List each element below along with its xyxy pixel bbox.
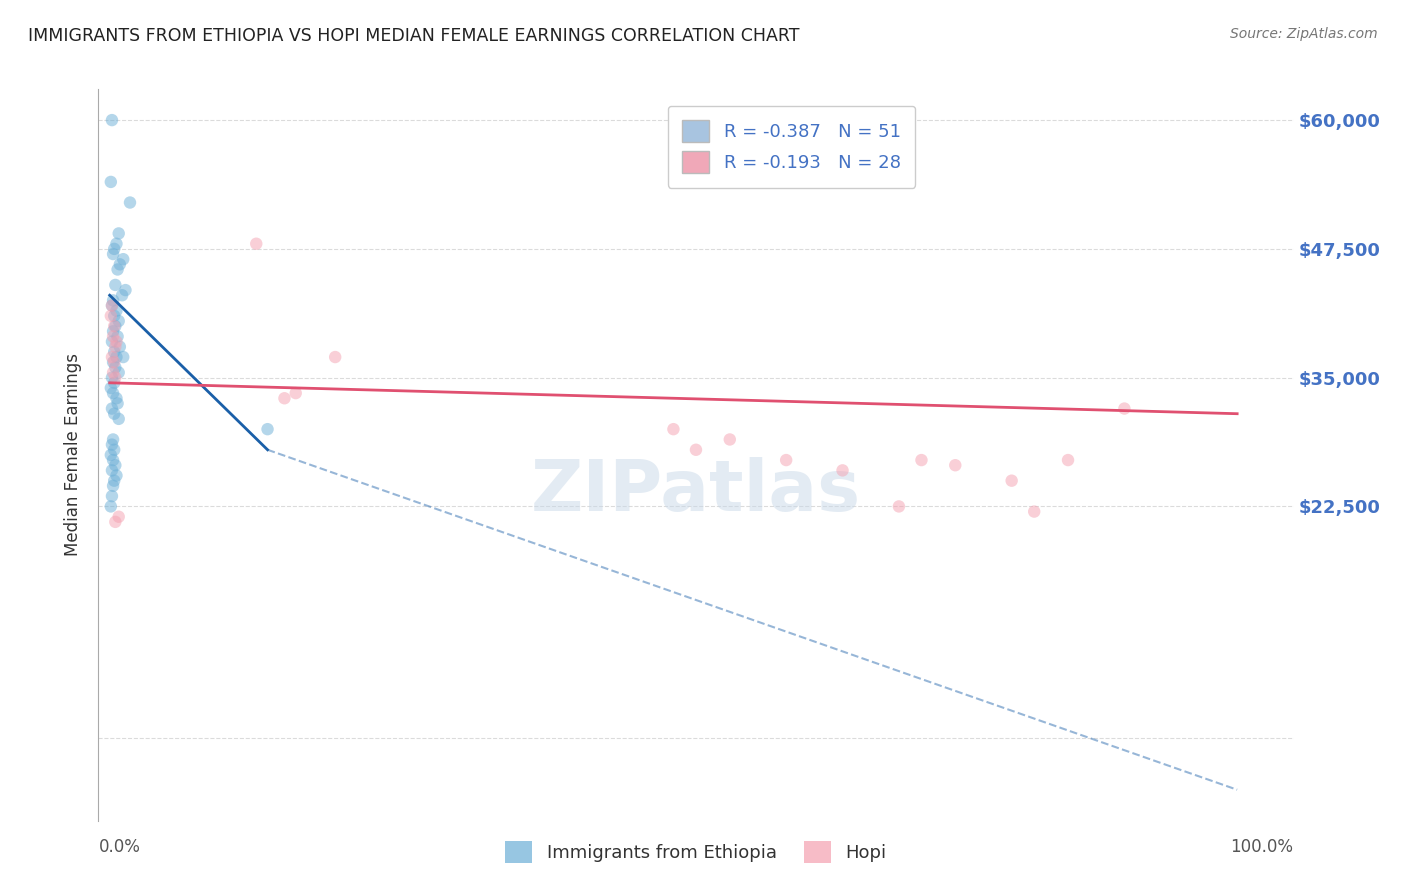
Point [118,195,141,210]
Text: IMMIGRANTS FROM ETHIOPIA VS HOPI MEDIAN FEMALE EARNINGS CORRELATION CHART: IMMIGRANTS FROM ETHIOPIA VS HOPI MEDIAN … [28,27,800,45]
Point [101,299,124,313]
Point [943,458,966,473]
Point [108,257,131,271]
Point [245,236,267,251]
Point [323,350,346,364]
Point [104,370,127,384]
Point [1057,453,1080,467]
Point [105,468,128,483]
Point [101,463,124,477]
Point [256,422,278,436]
Point [101,453,124,467]
Point [101,437,124,451]
Point [103,345,125,359]
Point [105,391,128,405]
Point [114,283,136,297]
Point [105,236,128,251]
Point [100,381,122,395]
Point [101,334,124,349]
Point [273,391,295,405]
Point [101,293,124,308]
Point [107,509,129,524]
Point [101,355,124,369]
Point [101,113,124,128]
Point [104,515,127,529]
Point [101,299,124,313]
Point [831,463,853,477]
Point [910,453,932,467]
Point [103,407,125,421]
Text: Source: ZipAtlas.com: Source: ZipAtlas.com [1230,27,1378,41]
Point [112,252,135,267]
Point [775,453,797,467]
Point [100,175,122,189]
Point [1001,474,1024,488]
Point [103,474,125,488]
Text: ZIPatlas: ZIPatlas [531,457,860,526]
Point [107,412,129,426]
Point [101,401,124,416]
Point [105,350,128,364]
Point [107,314,129,328]
Point [101,247,124,261]
Point [101,370,124,384]
Point [105,303,128,318]
Point [103,242,125,256]
Point [101,433,124,447]
Point [662,422,685,436]
Point [284,386,307,401]
Point [100,309,122,323]
Point [100,500,122,514]
Text: 0.0%: 0.0% [98,838,141,856]
Point [101,366,124,380]
Point [101,324,124,338]
Point [111,288,134,302]
Point [1114,401,1136,416]
Point [103,309,125,323]
Point [104,360,127,375]
Point [104,319,127,334]
Point [107,227,129,241]
Point [103,319,125,334]
Point [104,458,127,473]
Y-axis label: Median Female Earnings: Median Female Earnings [65,353,83,557]
Point [107,396,129,410]
Point [101,489,124,503]
Point [103,442,125,457]
Point [103,376,125,390]
Point [107,262,129,277]
Point [887,500,910,514]
Point [101,479,124,493]
Point [104,340,127,354]
Point [107,366,129,380]
Legend: Immigrants from Ethiopia, Hopi: Immigrants from Ethiopia, Hopi [491,827,901,878]
Point [107,329,129,343]
Point [685,442,707,457]
Point [101,386,124,401]
Point [104,277,127,292]
Point [718,433,741,447]
Point [108,340,131,354]
Text: 100.0%: 100.0% [1230,838,1294,856]
Point [101,350,124,364]
Point [1024,505,1046,519]
Point [103,355,125,369]
Point [101,329,124,343]
Point [105,334,128,349]
Point [100,448,122,462]
Point [112,350,135,364]
